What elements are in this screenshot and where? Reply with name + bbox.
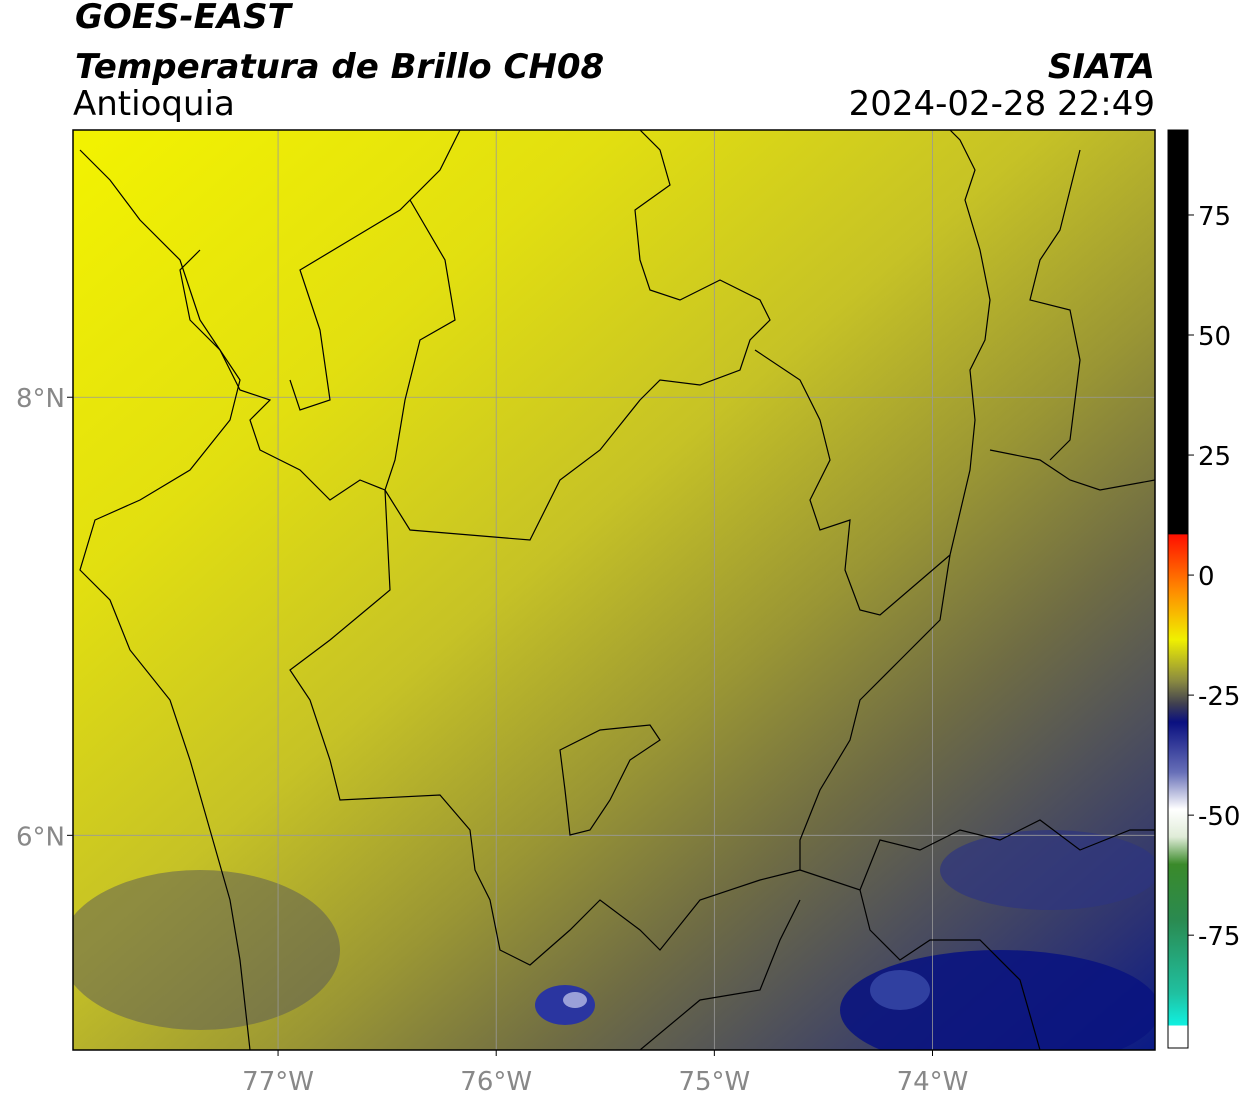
colorbar-tick-label: 0 <box>1198 562 1215 592</box>
datetime: 2024-02-28 22:49 <box>849 84 1155 124</box>
boundary <box>989 449 1155 491</box>
cold-cloud <box>940 830 1155 910</box>
x-tick-label: 76°W <box>460 1067 532 1097</box>
boundary <box>289 489 951 966</box>
x-tick-label: 74°W <box>897 1067 969 1097</box>
boundary <box>384 130 771 541</box>
colorbar <box>1167 129 1189 1049</box>
region: Antioquia <box>73 84 235 124</box>
cold-cloud <box>840 950 1155 1050</box>
source: SIATA <box>1048 47 1155 87</box>
colorbar-tick-label: 25 <box>1198 442 1231 472</box>
boundary <box>799 819 1155 891</box>
cold-cloud <box>870 970 930 1010</box>
colorbar-tick-label: 75 <box>1198 202 1231 232</box>
x-tick-label: 77°W <box>242 1067 314 1097</box>
map-frame <box>72 129 1156 1051</box>
map-area <box>73 130 1155 1050</box>
y-tick-label: 6°N <box>16 822 65 852</box>
boundary <box>559 724 661 836</box>
boundary <box>859 889 1041 1050</box>
subtitle: Temperatura de Brillo CH08 <box>75 47 604 87</box>
cool-area <box>73 870 340 1030</box>
boundary <box>639 899 801 1050</box>
title: GOES-EAST <box>75 0 294 37</box>
colorbar-tick-label: 50 <box>1198 322 1231 352</box>
boundary <box>179 249 386 501</box>
x-tick-label: 75°W <box>678 1067 750 1097</box>
boundary <box>289 130 461 411</box>
cold-cloud <box>535 985 595 1025</box>
y-tick-label: 8°N <box>16 384 65 414</box>
colorbar-tick-label: -50 <box>1198 802 1240 832</box>
boundary <box>79 149 251 1050</box>
boundary <box>1029 149 1081 461</box>
cold-cloud <box>563 992 587 1008</box>
colorbar-tick-label: -75 <box>1198 922 1240 952</box>
colorbar-tick-label: -25 <box>1198 682 1240 712</box>
